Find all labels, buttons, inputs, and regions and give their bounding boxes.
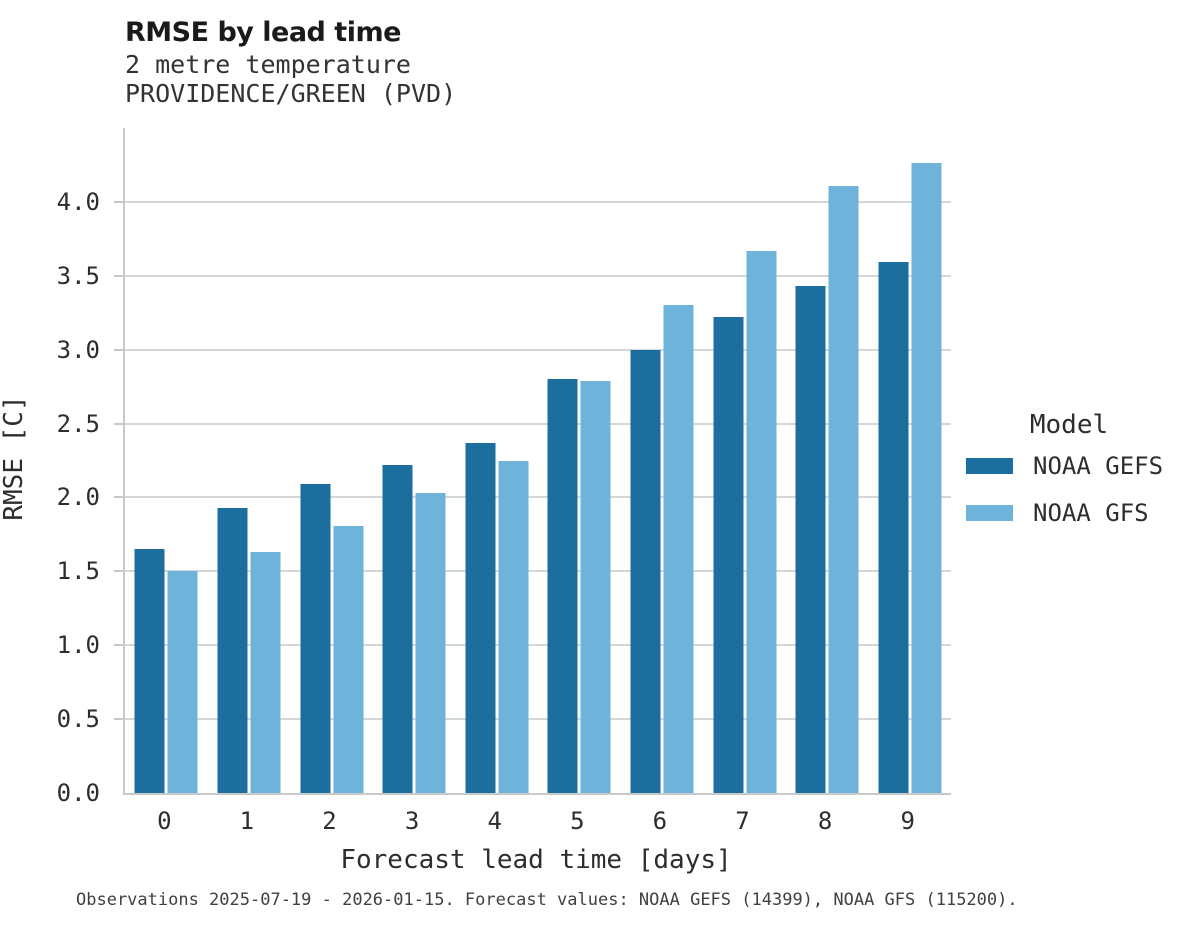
- y-tick-label-4.0: 4.0: [56, 187, 100, 216]
- bar-noaa-gfs-lead-1: [250, 552, 281, 793]
- gridline-y-2.0: [125, 496, 951, 499]
- x-tick-label-8: 8: [817, 807, 833, 835]
- y-tick-label-2.5: 2.5: [56, 409, 100, 438]
- legend-item-noaa-gefs: NOAA GEFS: [966, 452, 1172, 480]
- bar-group-lead-6: [630, 128, 694, 793]
- bar-noaa-gfs-lead-3: [415, 493, 446, 793]
- x-tick-label-0: 0: [157, 807, 172, 835]
- bar-noaa-gfs-lead-7: [746, 250, 776, 793]
- legend-label-noaa-gefs: NOAA GEFS: [1033, 452, 1164, 480]
- footnote: Observations 2025-07-19 - 2026-01-15. Fo…: [76, 890, 1018, 910]
- gridline-y-2.5: [125, 422, 951, 425]
- bar-noaa-gfs-lead-8: [828, 185, 859, 793]
- legend-items: NOAA GEFS NOAA GFS: [966, 452, 1172, 527]
- bar-group-lead-1: [217, 128, 281, 793]
- chart-header: RMSE by lead time 2 metre temperature PR…: [125, 16, 456, 108]
- gridline-y-3.5: [125, 274, 951, 277]
- bar-noaa-gfs-lead-4: [498, 460, 529, 793]
- y-tick-mark: [114, 644, 123, 647]
- bar-group-lead-2: [300, 128, 363, 793]
- bar-noaa-gefs-lead-6: [630, 349, 661, 793]
- legend-swatch-noaa-gfs: [966, 505, 1013, 521]
- y-axis-tick-labels: 0.0 0.5 1.0 1.5 2.0 2.5 3.0 3.5 4.0: [0, 128, 110, 805]
- bar-noaa-gefs-lead-2: [300, 484, 330, 793]
- x-tick-label-3: 3: [404, 807, 420, 835]
- bar-noaa-gefs-lead-9: [878, 262, 909, 793]
- legend-label-noaa-gfs: NOAA GFS: [1033, 499, 1149, 527]
- gridline-y-0.5: [125, 718, 951, 721]
- bar-group-lead-0: [134, 128, 198, 793]
- y-tick-label-1.5: 1.5: [56, 557, 100, 586]
- bar-noaa-gefs-lead-5: [547, 379, 578, 793]
- bar-group-lead-4: [465, 128, 529, 793]
- y-tick-mark: [114, 496, 123, 499]
- bar-noaa-gfs-lead-5: [580, 380, 611, 793]
- x-tick-label-6: 6: [652, 807, 668, 835]
- plot-area: [114, 128, 951, 795]
- x-tick-label-4: 4: [487, 807, 502, 835]
- legend-title: Model: [1029, 410, 1109, 440]
- legend-swatch-noaa-gefs: [966, 458, 1013, 474]
- legend-item-noaa-gfs: NOAA GFS: [966, 499, 1172, 527]
- gridline-y-4.0: [125, 200, 951, 203]
- bar-group-lead-7: [713, 128, 776, 793]
- bar-noaa-gefs-lead-3: [382, 464, 413, 793]
- x-axis-label: Forecast lead time [days]: [340, 845, 732, 875]
- bar-noaa-gefs-lead-0: [134, 549, 165, 793]
- y-tick-mark: [114, 718, 123, 721]
- y-tick-mark: [114, 274, 123, 277]
- chart-subtitle-station: PROVIDENCE/GREEN (PVD): [125, 79, 457, 108]
- y-tick-mark: [114, 570, 123, 573]
- x-tick-label-7: 7: [735, 807, 750, 835]
- bar-group-lead-3: [382, 128, 446, 793]
- bar-noaa-gefs-lead-1: [217, 507, 248, 793]
- bar-noaa-gfs-lead-9: [911, 163, 942, 793]
- bar-group-lead-9: [878, 128, 942, 793]
- y-tick-label-3.5: 3.5: [56, 261, 100, 290]
- gridline-y-3.0: [125, 348, 951, 351]
- x-axis-tick-labels: 0 1 2 3 4 5 6 7 8 9: [123, 795, 949, 837]
- y-tick-mark: [114, 422, 123, 425]
- x-tick-label-5: 5: [570, 807, 585, 835]
- bar-noaa-gfs-lead-6: [663, 305, 694, 793]
- bar-group-lead-8: [795, 128, 859, 793]
- chart-subtitle-variable: 2 metre temperature: [125, 50, 411, 79]
- x-tick-label-9: 9: [900, 807, 915, 835]
- y-tick-label-2.0: 2.0: [56, 483, 100, 512]
- x-tick-label-2: 2: [322, 807, 337, 835]
- bar-noaa-gfs-lead-0: [167, 571, 198, 793]
- bar-noaa-gefs-lead-7: [713, 317, 743, 793]
- bar-noaa-gefs-lead-8: [795, 286, 826, 793]
- bar-noaa-gefs-lead-4: [465, 442, 496, 793]
- y-tick-mark: [114, 200, 123, 203]
- y-tick-mark: [114, 348, 123, 351]
- gridline-y-1.5: [125, 570, 951, 573]
- y-tick-label-3.0: 3.0: [56, 335, 100, 364]
- bar-group-lead-5: [547, 128, 611, 793]
- y-tick-label-1.0: 1.0: [56, 631, 100, 660]
- chart-title: RMSE by lead time: [125, 17, 401, 48]
- bar-noaa-gfs-lead-2: [333, 525, 363, 793]
- y-tick-label-0.0: 0.0: [56, 779, 100, 807]
- x-tick-label-1: 1: [239, 807, 255, 835]
- gridline-y-1.0: [125, 644, 951, 647]
- y-tick-label-0.5: 0.5: [56, 705, 100, 734]
- legend: Model NOAA GEFS NOAA GFS: [966, 410, 1172, 546]
